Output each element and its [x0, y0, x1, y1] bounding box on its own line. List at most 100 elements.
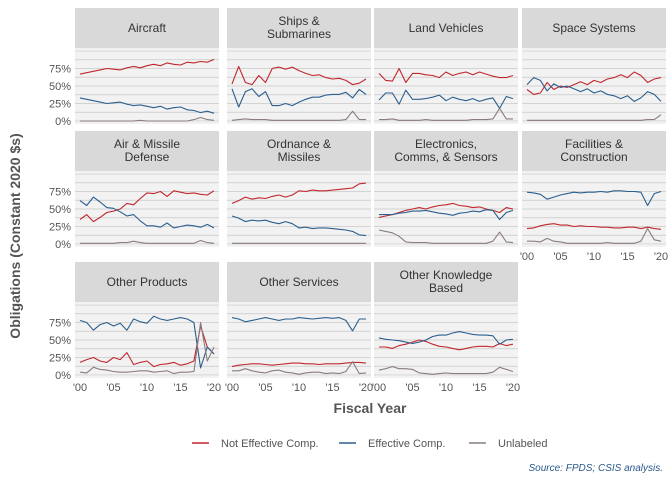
- series-line: [231, 65, 367, 86]
- facet-panel: Ordnance &Missiles: [227, 131, 371, 247]
- facet-panel: Other Products 0% 25% 50% 75% '00 '05 '10 '15 '20: [49, 262, 221, 394]
- facet-title: Other Knowledge: [400, 268, 493, 282]
- x-tick-label: '20: [207, 382, 221, 394]
- series-line: [231, 317, 366, 332]
- series-line: [379, 209, 514, 221]
- x-tick-label: '05: [258, 382, 272, 394]
- series-line: [80, 116, 215, 122]
- facet-title: Facilities &: [565, 137, 623, 151]
- facet-strip: [75, 262, 219, 302]
- series-line: [379, 339, 514, 351]
- series-line: [526, 190, 662, 207]
- facet-strip: [227, 8, 371, 48]
- x-tick-label: '15: [173, 382, 187, 394]
- series-line: [80, 239, 215, 244]
- x-tick-label: '05: [405, 382, 419, 394]
- facet-title: Ordnance &: [267, 137, 331, 151]
- x-tick-label: '00: [372, 382, 386, 394]
- x-tick-label: '00: [73, 382, 87, 394]
- legend: Not Effective Comp. Effective Comp. Unlabe…: [192, 438, 548, 450]
- facet-title: Missiles: [278, 150, 321, 164]
- y-axis-title: Obligations (Constant 2020 $s): [7, 133, 23, 338]
- x-tick-label: '05: [106, 382, 120, 394]
- series-line: [231, 215, 367, 237]
- series-line: [526, 77, 662, 102]
- x-tick-label: '15: [325, 382, 339, 394]
- series-line: [79, 196, 215, 229]
- facet-title: Land Vehicles: [409, 21, 484, 35]
- facet-title: Comms, & Sensors: [394, 150, 497, 164]
- y-tick-label: 0%: [55, 239, 71, 251]
- y-tick-label: 25%: [49, 221, 71, 233]
- source-note: Source: FPDS; CSIS analysis.: [529, 463, 664, 474]
- x-tick-label: '20: [654, 251, 668, 263]
- x-tick-label: '00: [225, 382, 239, 394]
- facet-panel: Aircraft 0% 25% 50% 75%: [49, 8, 219, 128]
- facet-title: Aircraft: [128, 21, 167, 35]
- series-line: [526, 223, 662, 230]
- facet-panel: Space Systems: [522, 8, 666, 124]
- x-tick-label: '20: [359, 382, 373, 394]
- y-tick-label: 75%: [49, 187, 71, 199]
- y-tick-label: 25%: [49, 352, 71, 364]
- series-line: [231, 88, 367, 108]
- x-tick-label: '15: [620, 251, 634, 263]
- series-line: [378, 366, 514, 375]
- facet-title: Construction: [560, 150, 627, 164]
- facet-strip: [522, 8, 666, 48]
- y-tick-label: 50%: [49, 81, 71, 93]
- series-line: [231, 110, 366, 121]
- facet-strip: [227, 262, 371, 302]
- y-tick-label: 75%: [49, 64, 71, 76]
- series-line: [379, 107, 513, 121]
- series-line: [378, 67, 514, 84]
- x-tick-label: '10: [587, 251, 601, 263]
- legend-label: Not Effective Comp.: [221, 438, 319, 450]
- x-axis-title: Fiscal Year: [334, 400, 407, 416]
- x-tick-label: '20: [506, 382, 520, 394]
- y-tick-label: 75%: [49, 318, 71, 330]
- series-line: [378, 89, 514, 109]
- facet-title: Other Products: [107, 275, 188, 289]
- series-line: [526, 71, 662, 95]
- series-line: [231, 361, 367, 368]
- facet-title: Electronics,: [415, 137, 477, 151]
- series-line: [527, 228, 662, 244]
- facet-strip: [374, 262, 518, 302]
- legend-label: Unlabeled: [498, 438, 548, 450]
- y-tick-label: 50%: [49, 335, 71, 347]
- facet-strip: [75, 8, 219, 48]
- y-tick-label: 0%: [55, 116, 71, 128]
- y-tick-label: 25%: [49, 98, 71, 110]
- series-line: [378, 331, 514, 345]
- facet-panel: Ships &Submarines: [227, 8, 371, 124]
- facet-title: Space Systems: [552, 21, 635, 35]
- x-tick-label: '10: [140, 382, 154, 394]
- facet-title: Ships &: [278, 14, 319, 28]
- facet-strip: [75, 131, 219, 171]
- series-line: [231, 182, 367, 204]
- y-tick-label: 50%: [49, 204, 71, 216]
- facet-panel: Facilities &Construction '00 '05 '10 '15 '20: [520, 131, 668, 263]
- facet-title: Based: [429, 281, 463, 295]
- y-tick-label: 0%: [55, 370, 71, 382]
- series-line: [527, 114, 662, 121]
- series-line: [232, 361, 367, 375]
- series-line: [79, 315, 215, 369]
- x-tick-label: '00: [520, 251, 534, 263]
- series-line: [79, 190, 215, 223]
- x-tick-label: '10: [292, 382, 306, 394]
- facet-strip: [374, 131, 518, 171]
- facet-title: Submarines: [267, 27, 331, 41]
- x-tick-label: '05: [553, 251, 567, 263]
- facet-title: Defense: [125, 150, 170, 164]
- facet-title: Air & Missile: [114, 137, 180, 151]
- facet-panel: Land Vehicles: [374, 8, 518, 124]
- series-line: [79, 325, 215, 368]
- facet-strip: [374, 8, 518, 48]
- series-line: [79, 58, 215, 75]
- x-tick-label: '10: [439, 382, 453, 394]
- facet-strip: [227, 131, 371, 171]
